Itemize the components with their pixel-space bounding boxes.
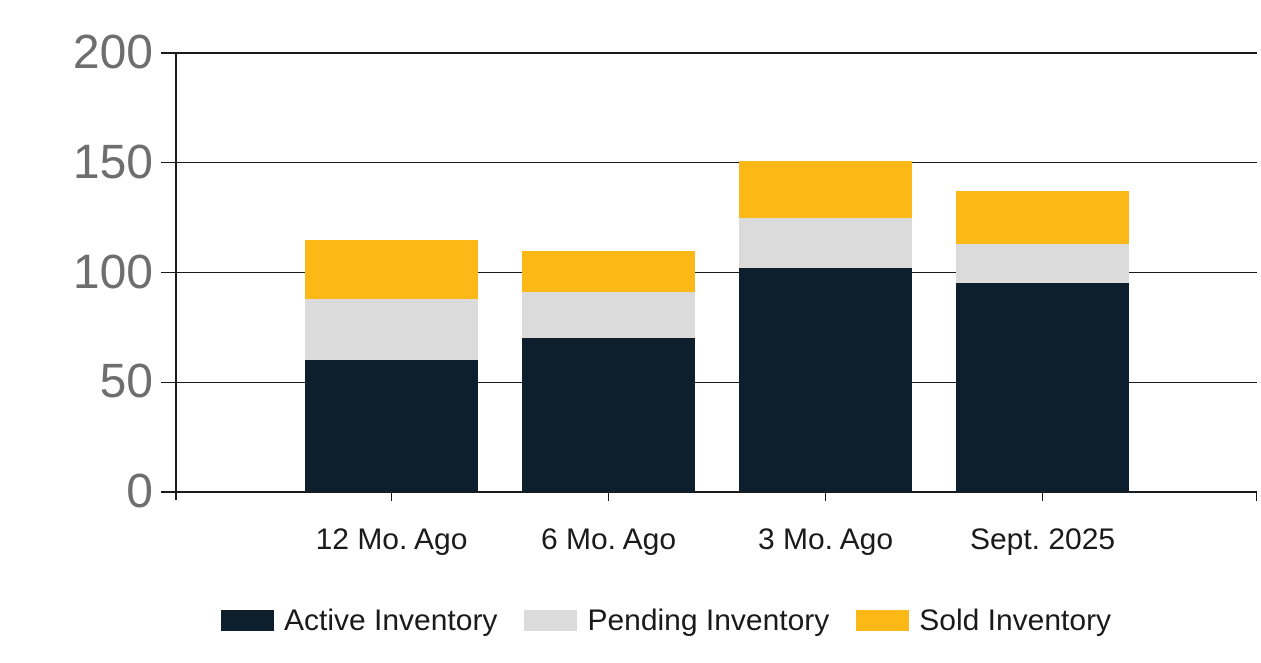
bar-segment-active-inventory-6-mo-ago — [522, 338, 695, 492]
bar-segment-sold-inventory-sept-2025 — [956, 191, 1129, 244]
y-tick-label-0: 0 — [126, 465, 153, 518]
bar-segment-active-inventory-3-mo-ago — [739, 268, 912, 492]
x-tick-3-mo-ago — [824, 492, 827, 501]
x-tick-sept-2025 — [1041, 492, 1044, 501]
y-tick-label-200: 200 — [72, 26, 153, 79]
bar-segment-sold-inventory-3-mo-ago — [739, 160, 912, 218]
x-category-label-12-mo-ago: 12 Mo. Ago — [315, 523, 468, 556]
plot-area — [161, 52, 1257, 501]
x-tick-12-mo-ago — [390, 492, 393, 501]
y-axis-line — [175, 53, 177, 500]
x-category-label-sept-2025: Sept. 2025 — [969, 523, 1116, 556]
x-axis-labels: 12 Mo. Ago 6 Mo. Ago 3 Mo. Ago Sept. 2025 — [176, 523, 1257, 563]
legend-item-pending-inventory: Pending Inventory — [524, 604, 829, 637]
legend-label-active-inventory: Active Inventory — [284, 604, 498, 637]
x-tick-axis-end — [1255, 492, 1257, 501]
legend-swatch-active-inventory — [221, 610, 274, 631]
y-axis-labels: 0 50 100 150 200 — [0, 29, 153, 516]
legend: Active Inventory Pending Inventory Sold In… — [221, 604, 1111, 637]
gridline-100 — [176, 271, 1257, 274]
bar-segment-sold-inventory-12-mo-ago — [305, 239, 478, 299]
x-category-label-6-mo-ago: 6 Mo. Ago — [540, 523, 677, 556]
y-tick-label-100: 100 — [72, 245, 153, 299]
gridline-0 — [176, 491, 1257, 493]
bar-segment-active-inventory-sept-2025 — [956, 283, 1129, 492]
x-category-label-3-mo-ago: 3 Mo. Ago — [757, 523, 894, 556]
y-tick-150 — [161, 162, 176, 164]
gridline-50 — [176, 381, 1257, 383]
y-tick-200 — [161, 52, 176, 54]
x-tick-6-mo-ago — [607, 492, 610, 501]
bar-segment-pending-inventory-3-mo-ago — [739, 217, 912, 269]
bar-segment-pending-inventory-12-mo-ago — [305, 298, 478, 361]
y-tick-label-50: 50 — [99, 355, 153, 409]
legend-label-sold-inventory: Sold Inventory — [919, 604, 1112, 637]
legend-item-active-inventory: Active Inventory — [221, 604, 497, 637]
y-tick-0 — [161, 491, 176, 493]
legend-swatch-sold-inventory — [856, 610, 910, 631]
y-tick-50 — [161, 381, 176, 383]
gridline-200 — [176, 52, 1257, 54]
legend-item-sold-inventory: Sold Inventory — [856, 604, 1111, 637]
y-tick-100 — [161, 271, 176, 274]
bar-segment-active-inventory-12-mo-ago — [305, 360, 478, 492]
legend-swatch-pending-inventory — [524, 610, 578, 631]
bar-segment-pending-inventory-sept-2025 — [956, 243, 1129, 284]
y-tick-label-150: 150 — [72, 135, 153, 189]
legend-label-pending-inventory: Pending Inventory — [587, 604, 830, 637]
bar-segment-sold-inventory-6-mo-ago — [522, 250, 695, 293]
bar-segment-pending-inventory-6-mo-ago — [522, 292, 695, 339]
gridline-150 — [176, 162, 1257, 164]
